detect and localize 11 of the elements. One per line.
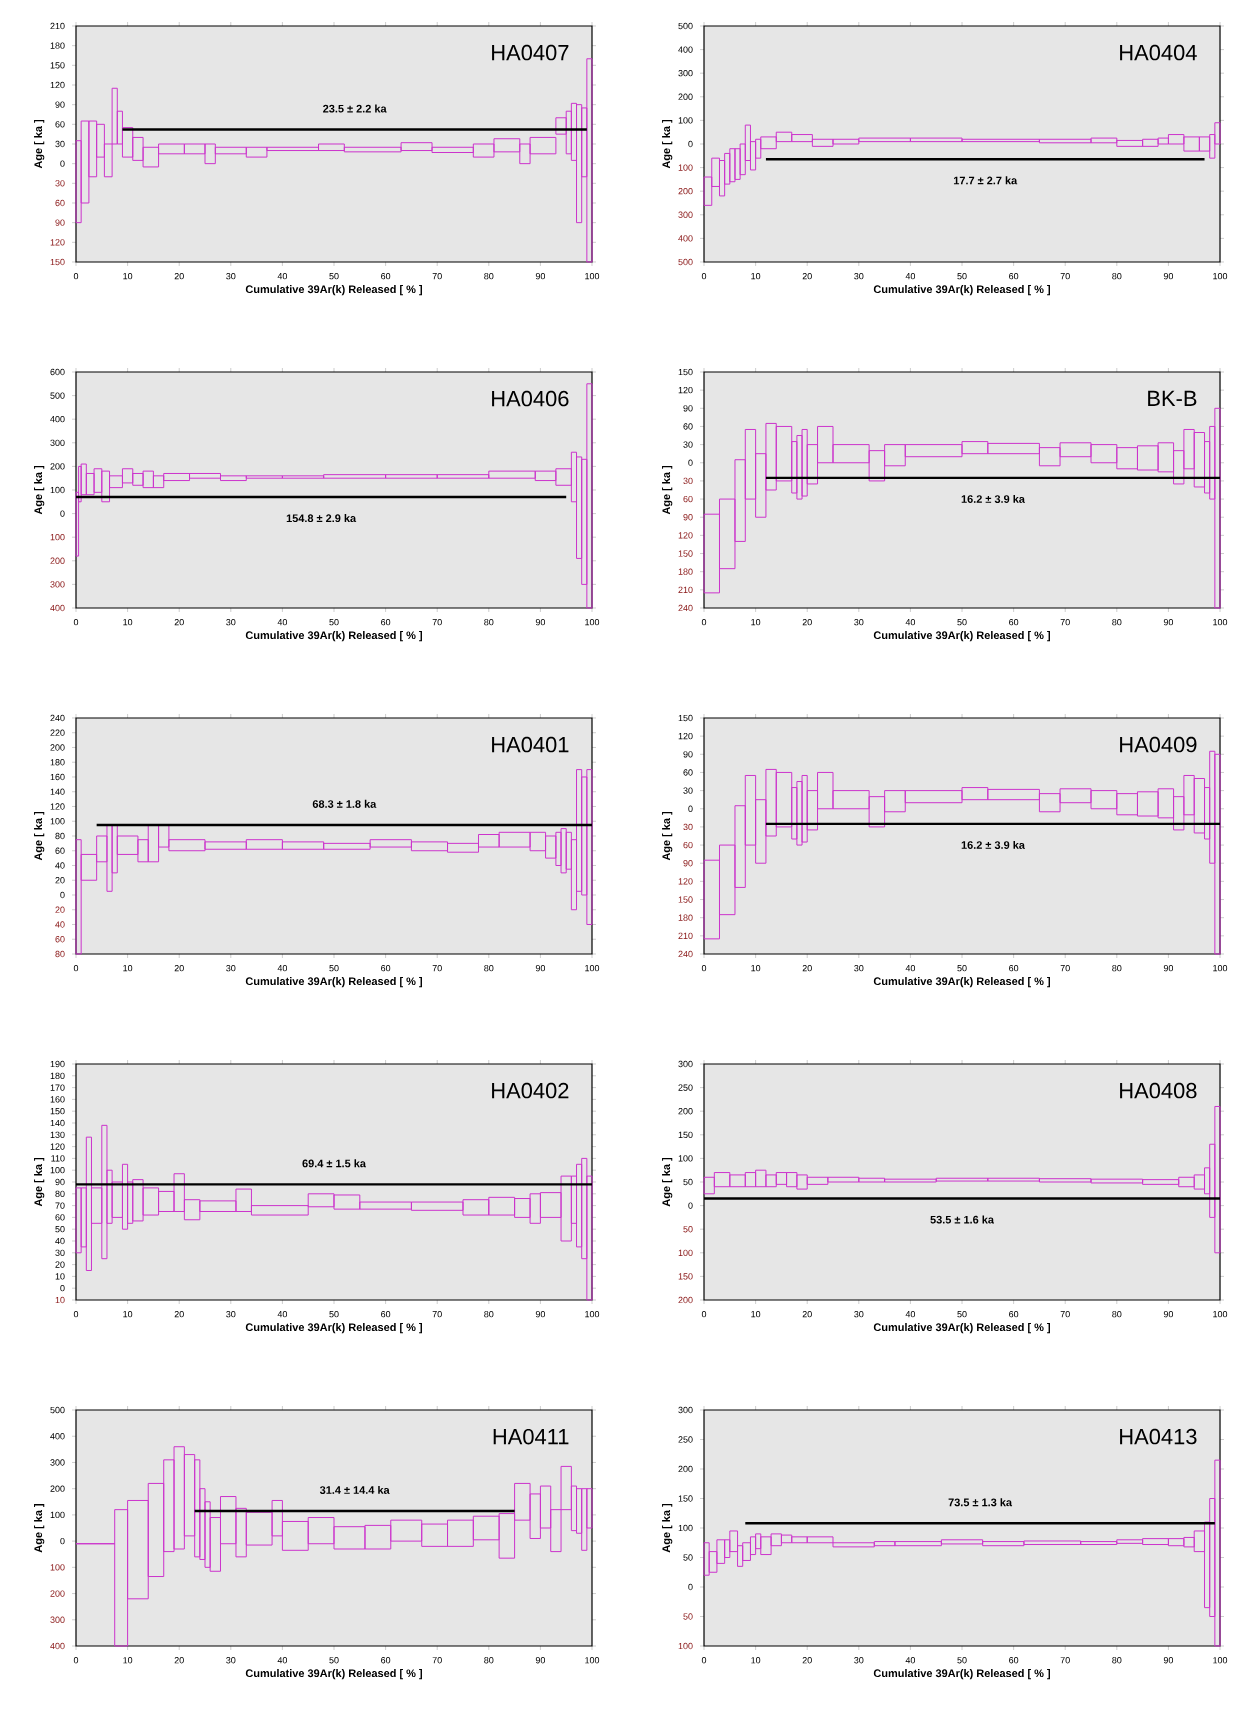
text: HA0408 bbox=[1120, 1082, 1197, 1099]
text: BK-B bbox=[1148, 390, 1197, 406]
text: HA0401 bbox=[492, 736, 569, 753]
bar bbox=[742, 1542, 751, 1561]
text: HA0402 bbox=[492, 1082, 569, 1099]
text: HA0411 bbox=[493, 1428, 569, 1445]
text: HA0404 bbox=[1120, 44, 1197, 61]
text: HA0406 bbox=[492, 390, 569, 407]
text: HA0409 bbox=[1120, 736, 1197, 753]
text: HA0413 bbox=[1120, 1428, 1197, 1445]
text: HA0407 bbox=[492, 44, 569, 61]
